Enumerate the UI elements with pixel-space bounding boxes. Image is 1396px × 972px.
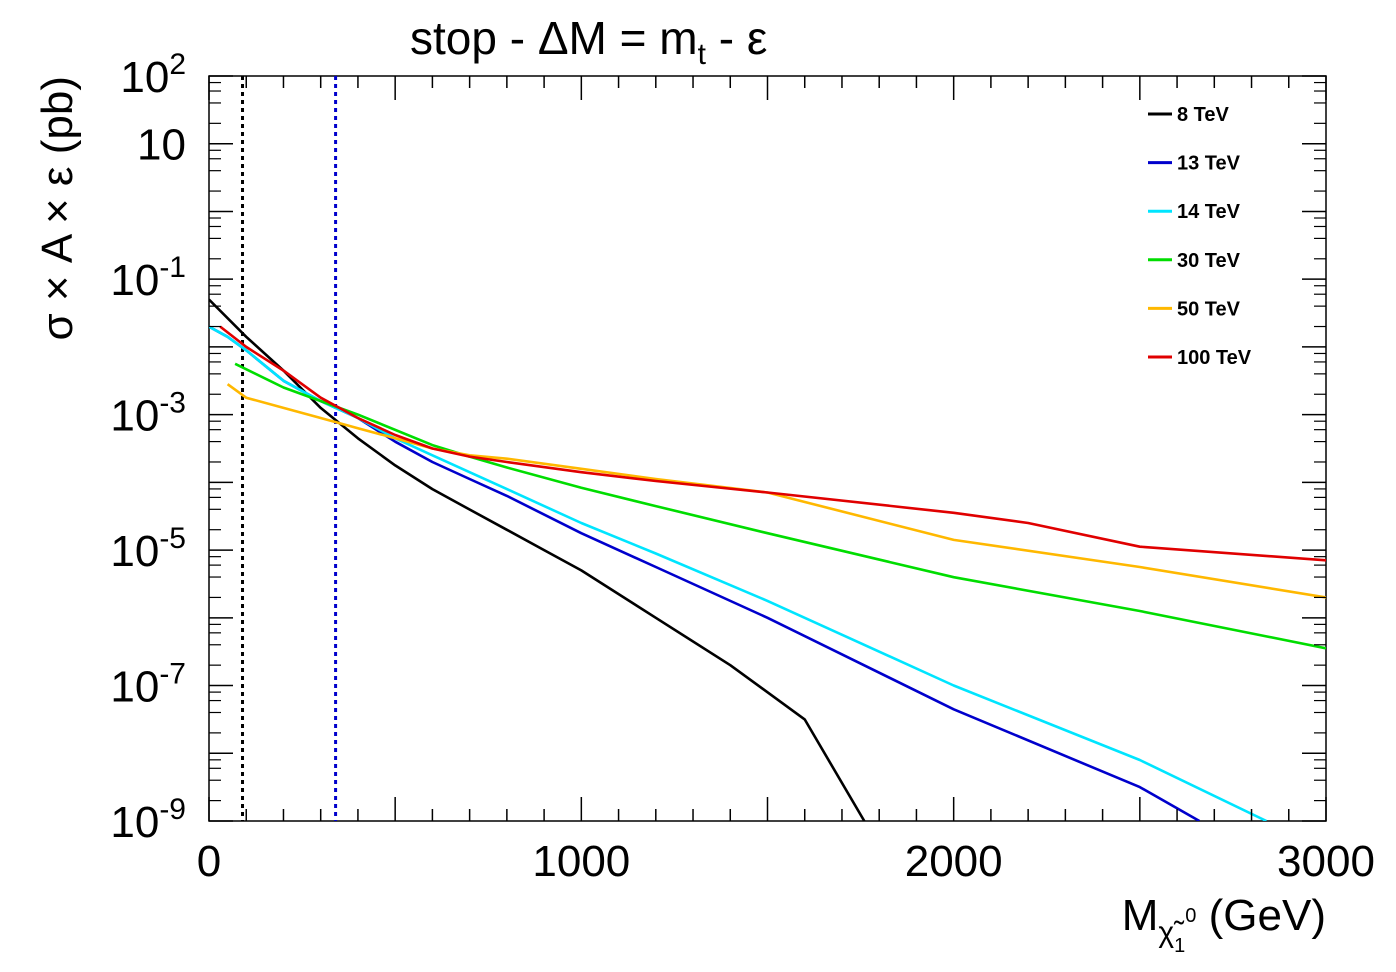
y-tick-label: 10-5 — [110, 522, 186, 576]
legend-label: 30 TeV — [1177, 250, 1241, 272]
legend: 8 TeV 13 TeV 14 TeV 30 TeV 50 TeV 100 TeV — [1148, 104, 1252, 369]
y-tick-label: 102 — [120, 48, 186, 102]
legend-label: 50 TeV — [1177, 298, 1241, 320]
series-line-50-tev — [226, 383, 1326, 599]
x-tick-label: 3000 — [1277, 837, 1375, 886]
x-tick-label: 2000 — [905, 837, 1003, 886]
y-tick-label: 10 — [137, 121, 186, 170]
x-axis-label: Mχ̃10 (GeV) — [1122, 891, 1326, 957]
legend-label: 13 TeV — [1177, 153, 1241, 175]
y-axis-label: σ × A × ε (pb) — [33, 76, 82, 340]
x-tick-label: 1000 — [532, 837, 630, 886]
series-group — [209, 298, 1326, 821]
series-line-8-tev — [209, 298, 866, 821]
y-axis-ticks: 102 10 10-1 10-3 10-5 10-7 10-9 — [110, 48, 1326, 847]
series-line-100-tev — [219, 325, 1326, 562]
reference-lines — [241, 76, 338, 821]
x-axis-ticks: 0 1000 2000 3000 — [197, 76, 1375, 886]
y-tick-label: 10-1 — [110, 251, 186, 305]
legend-label: 14 TeV — [1177, 201, 1241, 223]
y-tick-label: 10-7 — [110, 658, 186, 712]
plot-frame — [208, 75, 1327, 822]
chart-title: stop - ΔM = mt - ε — [410, 12, 767, 71]
y-tick-label: 10-3 — [110, 387, 186, 441]
x-tick-label: 0 — [197, 837, 221, 886]
legend-label: 8 TeV — [1177, 104, 1230, 126]
legend-label: 100 TeV — [1177, 347, 1252, 369]
y-tick-label: 10-9 — [110, 793, 186, 847]
series-line-14-tev — [209, 325, 1267, 821]
